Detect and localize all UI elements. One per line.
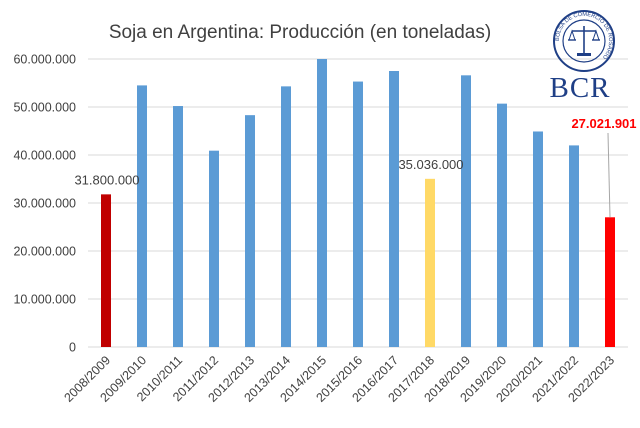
data-label: 31.800.000: [74, 172, 139, 187]
bar: [101, 194, 111, 347]
y-tick-label: 60.000.000: [13, 53, 76, 67]
bar: [569, 145, 579, 347]
bar: [317, 59, 327, 347]
bcr-logo-text: BCR: [549, 72, 610, 104]
bar: [533, 131, 543, 347]
bar: [137, 85, 147, 348]
bar: [281, 86, 291, 348]
bar: [605, 217, 615, 347]
bars: [101, 59, 615, 348]
label-leader-line: [607, 132, 611, 218]
y-tick-label: 40.000.000: [13, 149, 76, 163]
bar: [209, 150, 219, 347]
data-label: 27.021.901: [571, 116, 636, 131]
bar: [497, 103, 507, 347]
data-label: 35.036.000: [398, 157, 463, 172]
bar: [245, 115, 255, 347]
y-tick-label: 50.000.000: [13, 101, 76, 115]
y-tick-label: 10.000.000: [13, 293, 76, 307]
y-tick-label: 0: [69, 341, 76, 355]
chart-title: Soja en Argentina: Producción (en tonela…: [109, 22, 491, 43]
y-axis-ticks: 0 10.000.000 20.000.000 30.000.000 40.000.00…: [13, 53, 76, 355]
bar: [425, 178, 435, 347]
data-labels: 31.800.000 35.036.000 27.021.901: [74, 116, 637, 218]
y-tick-label: 20.000.000: [13, 245, 76, 259]
y-tick-label: 30.000.000: [13, 197, 76, 211]
bar: [353, 81, 363, 347]
bcr-seal-icon: BOLSA DE COMERCIO DE ROSARIO: [553, 10, 615, 72]
bar: [389, 71, 399, 347]
bar: [173, 106, 183, 347]
bar: [461, 75, 471, 347]
